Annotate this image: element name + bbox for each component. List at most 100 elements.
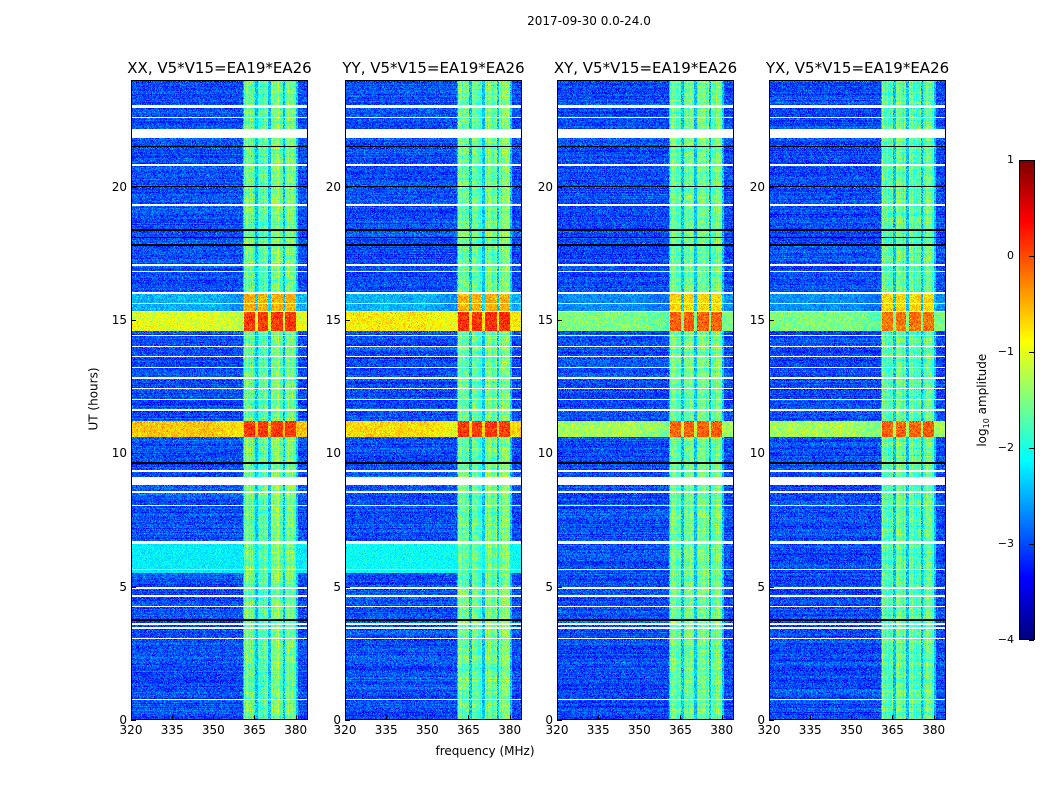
y-tick-1-4 bbox=[345, 186, 350, 188]
x-tick-2-0 bbox=[557, 715, 558, 720]
y-tick-3-2 bbox=[769, 453, 774, 455]
colorbar-label-rest: amplitude bbox=[974, 353, 989, 419]
x-tick-label: 365 bbox=[669, 723, 692, 737]
x-tick-label: 335 bbox=[374, 723, 398, 737]
x-tick-label: 320 bbox=[119, 723, 143, 737]
x-tick-2-2 bbox=[639, 715, 641, 720]
x-tick-label: 335 bbox=[160, 723, 184, 737]
x-tick-3-1 bbox=[810, 715, 812, 720]
x-tick-1-0 bbox=[345, 715, 346, 720]
y-tick-2-4 bbox=[557, 186, 562, 188]
y-tick-3-3 bbox=[769, 320, 774, 321]
y-tick-0-4 bbox=[131, 186, 136, 188]
panel-title-1: YY, V5*V15=EA19*EA26 bbox=[342, 59, 525, 77]
y-tick-label: 0 bbox=[757, 713, 765, 727]
colorbar-tick-5 bbox=[1029, 640, 1034, 641]
colorbar-tick-0 bbox=[1029, 160, 1034, 161]
y-tick-label: 5 bbox=[757, 579, 765, 594]
y-tick-label: 0 bbox=[333, 713, 341, 727]
x-tick-3-2 bbox=[851, 715, 853, 720]
y-tick-label: 0 bbox=[119, 713, 127, 727]
panel-title-3: YX, V5*V15=EA19*EA26 bbox=[765, 59, 950, 77]
colorbar-gradient bbox=[1020, 161, 1034, 639]
y-tick-1-1 bbox=[345, 586, 350, 588]
y-tick-3-4 bbox=[769, 186, 774, 188]
x-tick-label: 320 bbox=[757, 723, 781, 737]
colorbar-label-sub: 10 bbox=[982, 418, 992, 429]
x-tick-label: 350 bbox=[839, 723, 863, 737]
colorbar-tick-label: −2 bbox=[997, 441, 1014, 454]
colorbar-tick-1 bbox=[1029, 256, 1034, 257]
figure-title: 2017-09-30 0.0-24.0 bbox=[527, 14, 651, 28]
x-tick-3-4 bbox=[933, 715, 935, 720]
y-tick-label: 5 bbox=[119, 579, 127, 594]
colorbar bbox=[1019, 160, 1035, 640]
spectrogram-panel-2 bbox=[557, 80, 734, 720]
y-tick-2-0 bbox=[557, 720, 562, 721]
x-tick-0-3 bbox=[254, 715, 256, 720]
y-tick-3-0 bbox=[769, 720, 774, 721]
y-tick-label: 20 bbox=[111, 179, 127, 194]
x-tick-1-2 bbox=[427, 715, 429, 720]
y-tick-label: 20 bbox=[749, 179, 765, 194]
y-tick-0-3 bbox=[131, 320, 136, 321]
y-tick-3-1 bbox=[769, 586, 774, 588]
colorbar-tick-4 bbox=[1029, 544, 1034, 545]
y-tick-label: 10 bbox=[325, 446, 341, 461]
y-axis-label: UT (hours) bbox=[86, 367, 101, 431]
colorbar-tick-label: 1 bbox=[1007, 153, 1014, 166]
x-tick-label: 350 bbox=[201, 723, 225, 737]
x-tick-2-4 bbox=[721, 715, 723, 720]
y-tick-label: 15 bbox=[325, 313, 341, 327]
y-tick-label: 5 bbox=[333, 579, 341, 594]
colorbar-tick-3 bbox=[1029, 448, 1034, 449]
x-tick-2-1 bbox=[598, 715, 600, 720]
y-tick-1-2 bbox=[345, 453, 350, 455]
colorbar-label-log: log bbox=[974, 428, 989, 447]
y-tick-label: 20 bbox=[537, 179, 553, 194]
x-tick-0-1 bbox=[172, 715, 174, 720]
x-tick-1-1 bbox=[386, 715, 388, 720]
spectrogram-panel-0 bbox=[131, 80, 308, 720]
y-tick-label: 5 bbox=[545, 579, 553, 594]
spectrogram-image-1 bbox=[346, 81, 521, 719]
x-tick-0-2 bbox=[213, 715, 215, 720]
x-axis-label: frequency (MHz) bbox=[435, 744, 535, 758]
x-tick-0-4 bbox=[295, 715, 297, 720]
y-tick-label: 15 bbox=[749, 313, 765, 327]
y-tick-label: 15 bbox=[111, 313, 127, 327]
x-tick-label: 320 bbox=[545, 723, 569, 737]
y-tick-label: 20 bbox=[325, 179, 341, 194]
x-tick-label: 365 bbox=[881, 723, 904, 737]
y-tick-2-2 bbox=[557, 453, 562, 455]
y-tick-0-2 bbox=[131, 453, 136, 455]
y-tick-1-0 bbox=[345, 720, 350, 721]
y-tick-label: 10 bbox=[749, 446, 765, 461]
y-tick-label: 15 bbox=[537, 313, 553, 327]
panel-title-2: XY, V5*V15=EA19*EA26 bbox=[553, 59, 738, 77]
colorbar-tick-label: −1 bbox=[997, 345, 1014, 358]
x-tick-label: 350 bbox=[415, 723, 439, 737]
x-tick-label: 380 bbox=[710, 723, 734, 737]
spectrogram-panel-1 bbox=[345, 80, 522, 720]
x-tick-label: 380 bbox=[498, 723, 522, 737]
x-tick-label: 365 bbox=[457, 723, 480, 737]
x-tick-label: 335 bbox=[586, 723, 610, 737]
colorbar-tick-label: −4 bbox=[997, 633, 1014, 646]
colorbar-tick-label: −3 bbox=[997, 537, 1014, 550]
y-tick-2-1 bbox=[557, 586, 562, 588]
y-tick-2-3 bbox=[557, 320, 562, 321]
x-tick-label: 365 bbox=[243, 723, 266, 737]
spectrogram-panel-3 bbox=[769, 80, 946, 720]
x-tick-1-3 bbox=[468, 715, 470, 720]
y-tick-label: 0 bbox=[545, 713, 553, 727]
x-tick-label: 350 bbox=[627, 723, 651, 737]
colorbar-label: log10 amplitude bbox=[975, 345, 991, 455]
spectrogram-image-0 bbox=[132, 81, 307, 719]
x-tick-0-0 bbox=[131, 715, 132, 720]
x-tick-label: 335 bbox=[798, 723, 822, 737]
x-tick-1-4 bbox=[509, 715, 511, 720]
y-tick-0-0 bbox=[131, 720, 136, 721]
y-tick-1-3 bbox=[345, 320, 350, 321]
